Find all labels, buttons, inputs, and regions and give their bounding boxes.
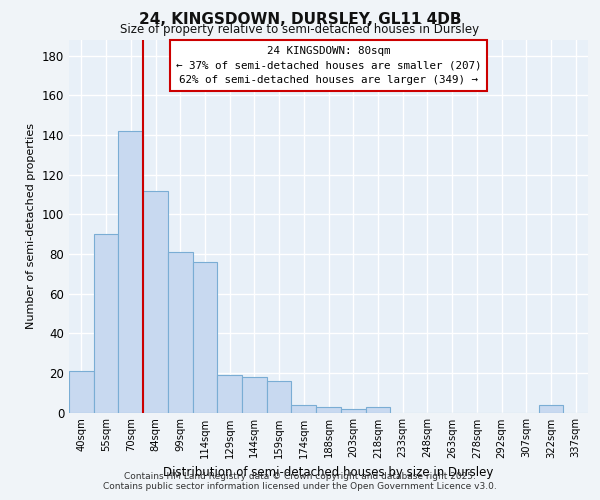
Text: Size of property relative to semi-detached houses in Dursley: Size of property relative to semi-detach…	[121, 24, 479, 36]
Bar	[292, 404, 316, 412]
Bar	[168, 252, 193, 412]
Bar	[69, 371, 94, 412]
Bar	[365, 406, 390, 412]
Bar	[94, 234, 118, 412]
Y-axis label: Number of semi-detached properties: Number of semi-detached properties	[26, 123, 36, 329]
Text: Contains HM Land Registry data © Crown copyright and database right 2025.
Contai: Contains HM Land Registry data © Crown c…	[103, 472, 497, 491]
Bar	[217, 375, 242, 412]
Text: 24, KINGSDOWN, DURSLEY, GL11 4DB: 24, KINGSDOWN, DURSLEY, GL11 4DB	[139, 12, 461, 28]
Bar	[143, 190, 168, 412]
Bar	[316, 406, 341, 412]
Bar	[193, 262, 217, 412]
Text: 24 KINGSDOWN: 80sqm
← 37% of semi-detached houses are smaller (207)
62% of semi-: 24 KINGSDOWN: 80sqm ← 37% of semi-detach…	[176, 46, 481, 85]
Bar	[242, 377, 267, 412]
Bar	[118, 131, 143, 412]
Bar	[267, 381, 292, 412]
X-axis label: Distribution of semi-detached houses by size in Dursley: Distribution of semi-detached houses by …	[163, 466, 494, 479]
Bar	[539, 404, 563, 412]
Bar	[341, 408, 365, 412]
